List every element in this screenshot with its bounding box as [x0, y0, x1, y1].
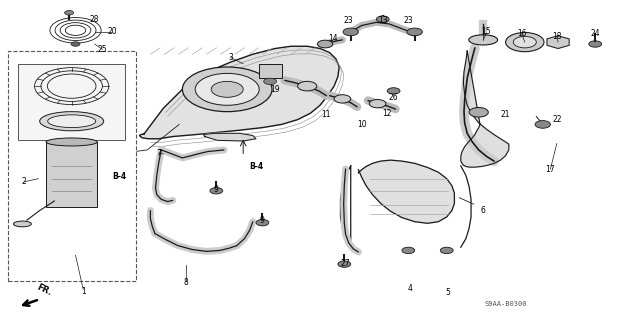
Text: 26: 26 [388, 93, 399, 102]
Circle shape [407, 28, 422, 36]
Text: 25: 25 [97, 45, 108, 54]
Text: 17: 17 [545, 165, 556, 174]
Text: 27: 27 [340, 259, 351, 268]
Text: 3: 3 [228, 53, 233, 62]
Bar [8, 51, 136, 281]
Text: 14: 14 [328, 34, 338, 43]
Text: B-4: B-4 [250, 162, 264, 171]
Circle shape [589, 41, 602, 47]
Circle shape [338, 261, 351, 267]
Circle shape [195, 73, 259, 105]
Text: 6: 6 [481, 206, 486, 215]
Text: 10: 10 [356, 120, 367, 129]
Text: 1: 1 [81, 287, 86, 296]
Polygon shape [547, 36, 569, 48]
Circle shape [440, 247, 453, 254]
Circle shape [387, 88, 400, 94]
Text: B-4: B-4 [112, 172, 126, 181]
Text: 9: 9 [214, 185, 219, 194]
Circle shape [402, 247, 415, 254]
Circle shape [334, 95, 351, 103]
Text: 7: 7 [156, 149, 161, 158]
Text: 23: 23 [344, 16, 354, 25]
Text: FR.: FR. [35, 283, 53, 297]
Text: 4: 4 [407, 284, 412, 293]
Circle shape [376, 16, 389, 22]
Circle shape [264, 78, 276, 85]
Text: 15: 15 [481, 27, 492, 36]
Text: 5: 5 [445, 288, 451, 297]
Circle shape [182, 67, 272, 112]
Circle shape [369, 100, 386, 108]
Text: 9: 9 [260, 216, 265, 225]
Bar [46, 142, 97, 207]
Circle shape [343, 28, 358, 36]
Text: 20: 20 [107, 27, 117, 36]
Polygon shape [140, 46, 339, 139]
Text: 19: 19 [270, 85, 280, 94]
Text: 2: 2 [22, 177, 27, 186]
Bar [259, 64, 282, 78]
Ellipse shape [13, 221, 31, 227]
Circle shape [469, 108, 488, 117]
Text: 23: 23 [403, 16, 413, 25]
Text: 8: 8 [183, 278, 188, 287]
Text: 13: 13 [378, 16, 388, 25]
Circle shape [71, 42, 80, 46]
Ellipse shape [40, 112, 104, 131]
Text: 12: 12 [383, 109, 392, 118]
Circle shape [210, 188, 223, 194]
Ellipse shape [48, 115, 96, 128]
Text: 21: 21 [501, 110, 510, 119]
Circle shape [506, 33, 544, 52]
Text: 22: 22 [552, 115, 561, 124]
Circle shape [513, 36, 536, 48]
Text: 28: 28 [90, 15, 99, 24]
Circle shape [535, 121, 550, 128]
Text: 24: 24 [590, 29, 600, 38]
Text: S9AA-B0300: S9AA-B0300 [484, 301, 527, 307]
Text: 11: 11 [322, 110, 331, 119]
Circle shape [211, 81, 243, 97]
Text: 18: 18 [552, 32, 561, 41]
Ellipse shape [46, 138, 97, 146]
Circle shape [317, 40, 333, 48]
Circle shape [298, 81, 317, 91]
Ellipse shape [468, 35, 498, 45]
Polygon shape [204, 133, 256, 141]
Polygon shape [461, 51, 509, 167]
Bar [18, 64, 125, 140]
Circle shape [65, 11, 74, 15]
Polygon shape [358, 160, 454, 223]
Circle shape [256, 219, 269, 226]
Text: 16: 16 [516, 29, 527, 38]
